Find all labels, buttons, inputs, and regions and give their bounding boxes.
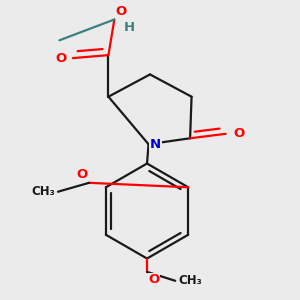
Text: N: N bbox=[150, 138, 161, 151]
Text: O: O bbox=[116, 5, 127, 18]
Text: O: O bbox=[56, 52, 67, 64]
Text: O: O bbox=[76, 168, 88, 181]
Text: O: O bbox=[233, 127, 244, 140]
Text: H: H bbox=[123, 21, 134, 34]
Text: CH₃: CH₃ bbox=[31, 185, 55, 198]
Text: O: O bbox=[148, 273, 160, 286]
Text: CH₃: CH₃ bbox=[178, 274, 202, 287]
